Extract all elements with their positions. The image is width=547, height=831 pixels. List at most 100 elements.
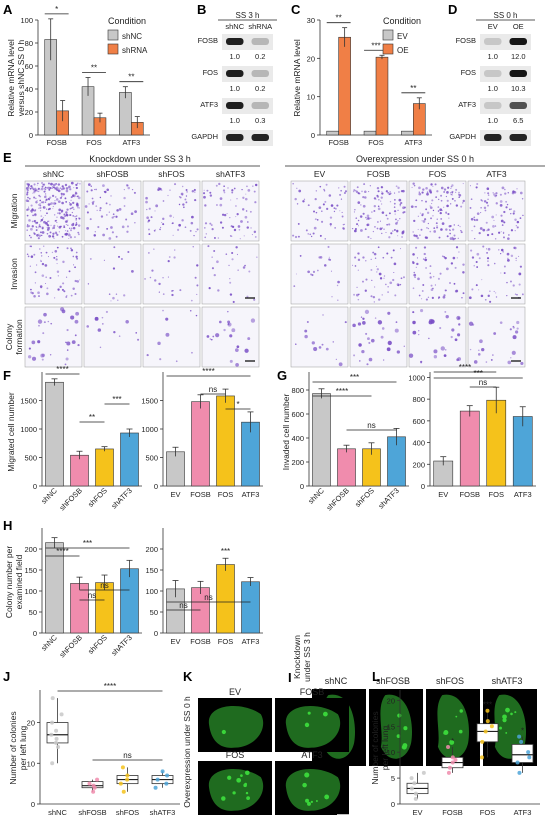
- cell-dot: [373, 301, 375, 303]
- cell-dot: [494, 225, 497, 227]
- cell-dot: [340, 198, 343, 200]
- data-point: [53, 740, 58, 745]
- cell-dot: [500, 248, 504, 252]
- cell-dot: [417, 215, 420, 218]
- metastasis-spot: [307, 801, 311, 806]
- data-point: [118, 781, 123, 786]
- data-point: [480, 739, 485, 744]
- cell-dot: [432, 185, 434, 187]
- cell-dot: [506, 281, 508, 284]
- cell-dot: [412, 231, 414, 233]
- significance-label: *: [236, 400, 239, 409]
- cell-dot: [26, 225, 30, 228]
- cell-dot: [452, 256, 456, 260]
- cell-dot: [72, 214, 75, 217]
- cell-dot: [180, 192, 184, 196]
- metastasis-spot: [221, 796, 226, 801]
- cell-dot: [357, 322, 362, 326]
- cell-dot: [248, 270, 251, 273]
- cell-dot: [46, 287, 49, 290]
- cell-dot: [426, 227, 428, 229]
- cell-dot: [357, 269, 359, 271]
- cell-dot: [105, 310, 109, 314]
- micrograph-frame: [83, 306, 142, 368]
- cell-dot: [362, 280, 364, 283]
- cell-dot: [65, 232, 68, 236]
- cell-dot: [503, 265, 506, 268]
- cell-dot: [38, 295, 40, 297]
- cell-dot: [516, 220, 520, 224]
- cell-dot: [189, 310, 192, 312]
- cell-dot: [362, 196, 365, 199]
- y-tick-label: 20: [387, 696, 395, 705]
- bar-shNC: [312, 393, 331, 487]
- x-tick-label: shFOSB: [58, 486, 84, 512]
- lung-col-label-FOSB: FOSB: [300, 687, 325, 697]
- y-tick-label: 600: [412, 417, 425, 426]
- cell-dot: [381, 192, 384, 195]
- cell-dot: [500, 219, 504, 223]
- cell-dot: [173, 256, 176, 259]
- cell-dot: [356, 293, 359, 297]
- cell-dot: [148, 229, 150, 231]
- cell-dot: [454, 237, 457, 240]
- cell-dot: [35, 201, 38, 204]
- blot-row-label: GAPDH: [191, 132, 218, 141]
- cell-dot: [401, 236, 403, 238]
- cell-dot: [385, 231, 387, 234]
- cell-dot: [65, 296, 68, 298]
- lung-tissue: [285, 705, 341, 748]
- blot-row-label: FOS: [203, 68, 218, 77]
- blot-quant: 0.2: [255, 52, 265, 61]
- x-tick-label: FOS: [480, 808, 495, 817]
- cell-dot: [333, 210, 336, 213]
- cell-dot: [40, 218, 43, 222]
- panel-letter-B: B: [197, 2, 206, 17]
- cell-dot: [26, 253, 29, 256]
- cell-dot: [476, 252, 480, 256]
- cell-dot: [236, 198, 238, 200]
- cell-dot: [86, 226, 90, 230]
- cell-dot: [426, 191, 429, 193]
- cell-dot: [470, 249, 473, 252]
- cell-dot: [482, 245, 485, 248]
- cell-dot: [75, 186, 78, 190]
- cell-dot: [408, 353, 414, 358]
- cell-dot: [237, 269, 239, 271]
- cell-dot: [418, 333, 420, 336]
- cell-dot: [445, 314, 449, 319]
- y-tick-label: 500: [24, 454, 37, 463]
- cell-dot: [363, 183, 366, 186]
- cell-dot: [54, 187, 57, 190]
- cell-dot: [96, 209, 98, 212]
- y-tick-label: 1000: [20, 425, 37, 434]
- cell-dot: [40, 221, 42, 223]
- cell-dot: [159, 358, 162, 361]
- data-point: [155, 777, 160, 782]
- cell-dot: [422, 188, 425, 191]
- cell-dot: [171, 290, 173, 292]
- cell-dot: [415, 246, 418, 249]
- cell-dot: [68, 232, 70, 234]
- y-tick-label: 20: [307, 54, 315, 63]
- cell-dot: [27, 355, 32, 359]
- blot-quant: 0.3: [255, 116, 265, 125]
- cell-dot: [55, 220, 57, 222]
- cell-dot: [28, 219, 31, 222]
- significance-ATF3: **: [128, 73, 134, 82]
- blot-row-label: FOSB: [198, 36, 218, 45]
- blot-col-label: EV: [488, 22, 498, 31]
- cell-dot: [190, 221, 194, 225]
- y-tick-label: 0: [154, 629, 158, 638]
- cell-dot: [413, 184, 416, 187]
- cell-dot: [493, 193, 496, 196]
- cell-dot: [417, 228, 419, 230]
- cell-dot: [332, 341, 335, 343]
- cell-dot: [364, 309, 370, 315]
- x-tick-label: shATF3: [109, 633, 134, 658]
- cell-dot: [403, 345, 405, 347]
- x-tick-label: shFOS: [116, 808, 139, 817]
- cell-dot: [427, 222, 429, 225]
- cell-dot: [393, 202, 396, 205]
